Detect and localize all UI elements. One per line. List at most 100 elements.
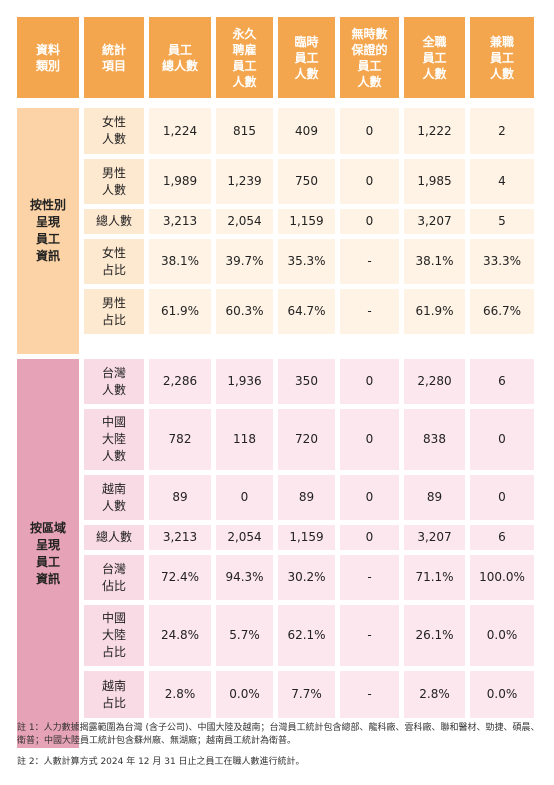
table-row: 越南 占比 2.8% 0.0% 7.7% -2.8% 0.0%	[84, 671, 534, 718]
value-cell: -	[340, 605, 399, 666]
value-cell: 35.3%	[278, 239, 335, 284]
value-cell: 3,207	[404, 209, 465, 234]
table-header: 資料 類別 統計 項目 員工 總人數 永久 聘雇 員工 人數 臨時 員工 人數 …	[17, 17, 544, 103]
value-cell: 350	[278, 359, 335, 404]
table-row: 男性 人數 1,989 1,239 750 0 1,985 4	[84, 159, 534, 209]
table-row: 女性 人數 1,224 815 409 0 1,222 2	[84, 108, 534, 159]
header-cell: 兼職 員工 人數	[470, 17, 534, 98]
value-cell: 0	[340, 525, 399, 550]
value-cell: 0	[470, 475, 534, 520]
table-row: 總人數 3,213 2,054 1,159 0 3,207 6	[84, 525, 534, 555]
value-cell: 61.9%	[404, 289, 465, 334]
value-cell: 782	[149, 409, 211, 470]
row-label-cell: 台灣 佔比	[84, 555, 144, 600]
group-rows: 台灣 人數 2,286 1,936 350 0 2,280 6 中國 大陸 人數 782 118 7…	[84, 359, 534, 718]
value-cell: 815	[216, 108, 273, 154]
group-rows: 女性 人數 1,224 815 409 0 1,222 2 男性 人數 1,989 1,239 75…	[84, 108, 534, 334]
header-cell: 資料 類別	[17, 17, 79, 98]
value-cell: 4	[470, 159, 534, 204]
group-label-cell: 按區域 呈現 員工 資訊	[17, 359, 79, 748]
value-cell: 0	[340, 209, 399, 234]
value-cell: 0.0%	[216, 671, 273, 718]
group-label-cell: 按性別 呈現 員工 資訊	[17, 108, 79, 354]
value-cell: 1,159	[278, 209, 335, 234]
value-cell: 89	[404, 475, 465, 520]
value-cell: 0	[340, 108, 399, 154]
value-cell: -	[340, 671, 399, 718]
value-cell: -	[340, 289, 399, 334]
value-cell: 6	[470, 525, 534, 550]
header-cell: 統計 項目	[84, 17, 144, 98]
table-row: 男性 占比 61.9% 60.3% 64.7% -61.9% 66.7%	[84, 289, 534, 334]
row-label-cell: 台灣 人數	[84, 359, 144, 404]
value-cell: -	[340, 555, 399, 600]
value-cell: 0	[340, 159, 399, 204]
table-row: 中國 大陸 占比 24.8% 5.7% 62.1% -26.1% 0.0%	[84, 605, 534, 671]
value-cell: 72.4%	[149, 555, 211, 600]
row-label-cell: 總人數	[84, 525, 144, 550]
value-cell: 2,280	[404, 359, 465, 404]
value-cell: 64.7%	[278, 289, 335, 334]
header-cell: 無時數 保證的 員工 人數	[340, 17, 399, 98]
value-cell: 7.7%	[278, 671, 335, 718]
value-cell: 38.1%	[404, 239, 465, 284]
value-cell: 62.1%	[278, 605, 335, 666]
table-row: 越南 人數 89 0 89 0 89 0	[84, 475, 534, 525]
value-cell: 2.8%	[149, 671, 211, 718]
header-cell: 臨時 員工 人數	[278, 17, 335, 98]
header-cell: 全職 員工 人數	[404, 17, 465, 98]
row-label-cell: 男性 人數	[84, 159, 144, 204]
header-cell: 永久 聘雇 員工 人數	[216, 17, 273, 98]
value-cell: 89	[149, 475, 211, 520]
employee-table: 資料 類別 統計 項目 員工 總人數 永久 聘雇 員工 人數 臨時 員工 人數 …	[17, 17, 544, 103]
value-cell: 6	[470, 359, 534, 404]
footnote-2: 註 2：人數計算方式 2024 年 12 月 31 日止之員工在職人數進行統計。	[17, 757, 305, 767]
header-cell: 員工 總人數	[149, 17, 211, 98]
value-cell: 409	[278, 108, 335, 154]
value-cell: 100.0%	[470, 555, 534, 600]
value-cell: 838	[404, 409, 465, 470]
value-cell: 61.9%	[149, 289, 211, 334]
value-cell: 2,286	[149, 359, 211, 404]
value-cell: 2.8%	[404, 671, 465, 718]
row-label-cell: 中國 大陸 占比	[84, 605, 144, 666]
value-cell: 3,213	[149, 209, 211, 234]
value-cell: 66.7%	[470, 289, 534, 334]
row-label-cell: 總人數	[84, 209, 144, 234]
value-cell: 2,054	[216, 209, 273, 234]
table-row: 女性 占比 38.1% 39.7% 35.3% -38.1% 33.3%	[84, 239, 534, 289]
value-cell: 38.1%	[149, 239, 211, 284]
value-cell: 1,159	[278, 525, 335, 550]
value-cell: 2	[470, 108, 534, 154]
value-cell: -	[340, 239, 399, 284]
value-cell: 0	[470, 409, 534, 470]
value-cell: 60.3%	[216, 289, 273, 334]
value-cell: 94.3%	[216, 555, 273, 600]
footnote-1: 註 1：人力數據揭露範圍為台灣 (含子公司)、中國大陸及越南；台灣員工統計包含總…	[17, 723, 540, 746]
value-cell: 0	[216, 475, 273, 520]
value-cell: 1,936	[216, 359, 273, 404]
value-cell: 5	[470, 209, 534, 234]
value-cell: 3,207	[404, 525, 465, 550]
row-label-cell: 越南 占比	[84, 671, 144, 718]
table-row: 總人數 3,213 2,054 1,159 0 3,207 5	[84, 209, 534, 239]
value-cell: 1,985	[404, 159, 465, 204]
footnotes: 註 1：人力數據揭露範圍為台灣 (含子公司)、中國大陸及越南；台灣員工統計包含總…	[17, 722, 542, 777]
value-cell: 1,239	[216, 159, 273, 204]
row-label-cell: 男性 占比	[84, 289, 144, 334]
value-cell: 0.0%	[470, 605, 534, 666]
value-cell: 1,222	[404, 108, 465, 154]
value-cell: 89	[278, 475, 335, 520]
value-cell: 1,989	[149, 159, 211, 204]
value-cell: 118	[216, 409, 273, 470]
value-cell: 5.7%	[216, 605, 273, 666]
row-label-cell: 女性 人數	[84, 108, 144, 154]
table-row: 台灣 人數 2,286 1,936 350 0 2,280 6	[84, 359, 534, 409]
row-label-cell: 女性 占比	[84, 239, 144, 284]
value-cell: 0.0%	[470, 671, 534, 718]
value-cell: 750	[278, 159, 335, 204]
value-cell: 1,224	[149, 108, 211, 154]
value-cell: 71.1%	[404, 555, 465, 600]
table-row: 中國 大陸 人數 782 118 720 0 838 0	[84, 409, 534, 475]
value-cell: 39.7%	[216, 239, 273, 284]
